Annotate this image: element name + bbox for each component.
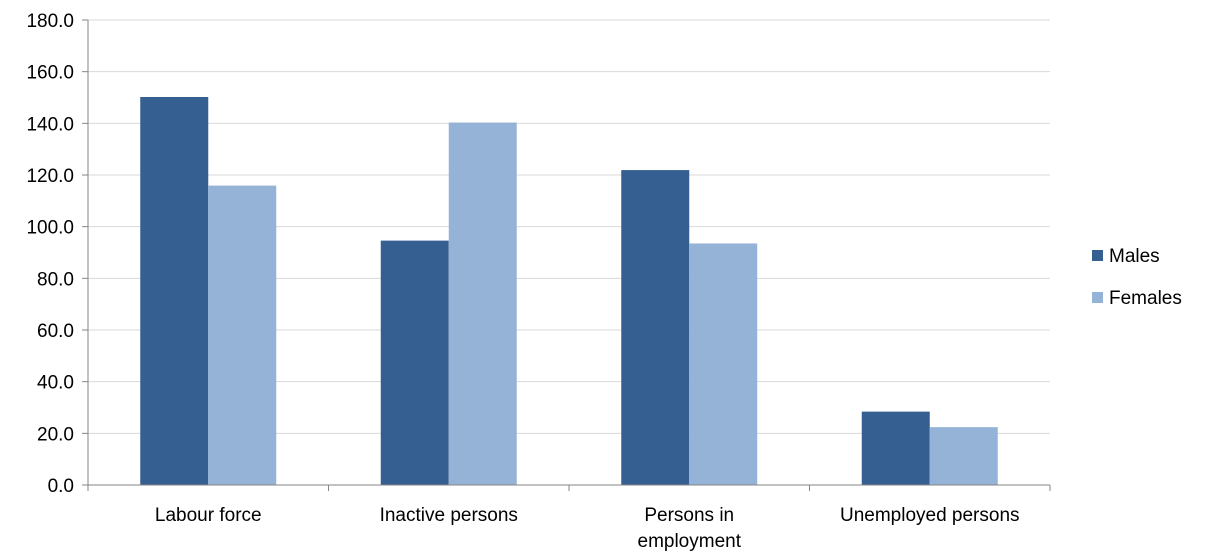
legend-label-females: Females (1109, 288, 1182, 309)
legend-swatch-females (1092, 292, 1103, 303)
y-tick-label: 80.0 (37, 269, 74, 290)
category-label: Persons in employment (638, 505, 742, 552)
category-labels: Labour force Inactive persons Persons in em… (155, 505, 1020, 552)
y-tick-label: 60.0 (37, 321, 74, 342)
y-tick-label: 40.0 (37, 373, 74, 394)
category-label: Inactive persons (380, 505, 518, 526)
legend-label-males: Males (1109, 246, 1160, 267)
bars (140, 96, 998, 485)
y-tick-label: 100.0 (26, 218, 74, 239)
category-label-line: Labour force (155, 505, 262, 526)
bar-males (380, 240, 449, 485)
y-tick-label: 0.0 (48, 476, 74, 497)
bar-females (929, 427, 998, 485)
category-label: Unemployed persons (840, 505, 1020, 526)
bar-males (621, 170, 690, 485)
category-label: Labour force (155, 505, 262, 526)
bar-females (689, 243, 758, 485)
category-label-line: employment (638, 531, 742, 552)
legend: Males Females (1092, 246, 1182, 309)
category-label-line: Unemployed persons (840, 505, 1020, 526)
y-tick-label: 120.0 (26, 166, 74, 187)
category-label-line: Inactive persons (380, 505, 518, 526)
y-tick-labels: 0.0 20.0 40.0 60.0 80.0 100.0 120.0 140.0 160.0 1… (26, 11, 74, 497)
bar-males (861, 411, 930, 485)
axes (82, 19, 1051, 491)
y-tick-label: 180.0 (26, 11, 74, 32)
legend-swatch-males (1092, 250, 1103, 261)
bar-males (140, 96, 209, 485)
bar-females (208, 185, 277, 485)
y-tick-label: 20.0 (37, 424, 74, 445)
category-label-line: Persons in (644, 505, 734, 526)
bar-females (448, 122, 517, 485)
y-tick-label: 140.0 (26, 114, 74, 135)
y-tick-label: 160.0 (26, 63, 74, 84)
